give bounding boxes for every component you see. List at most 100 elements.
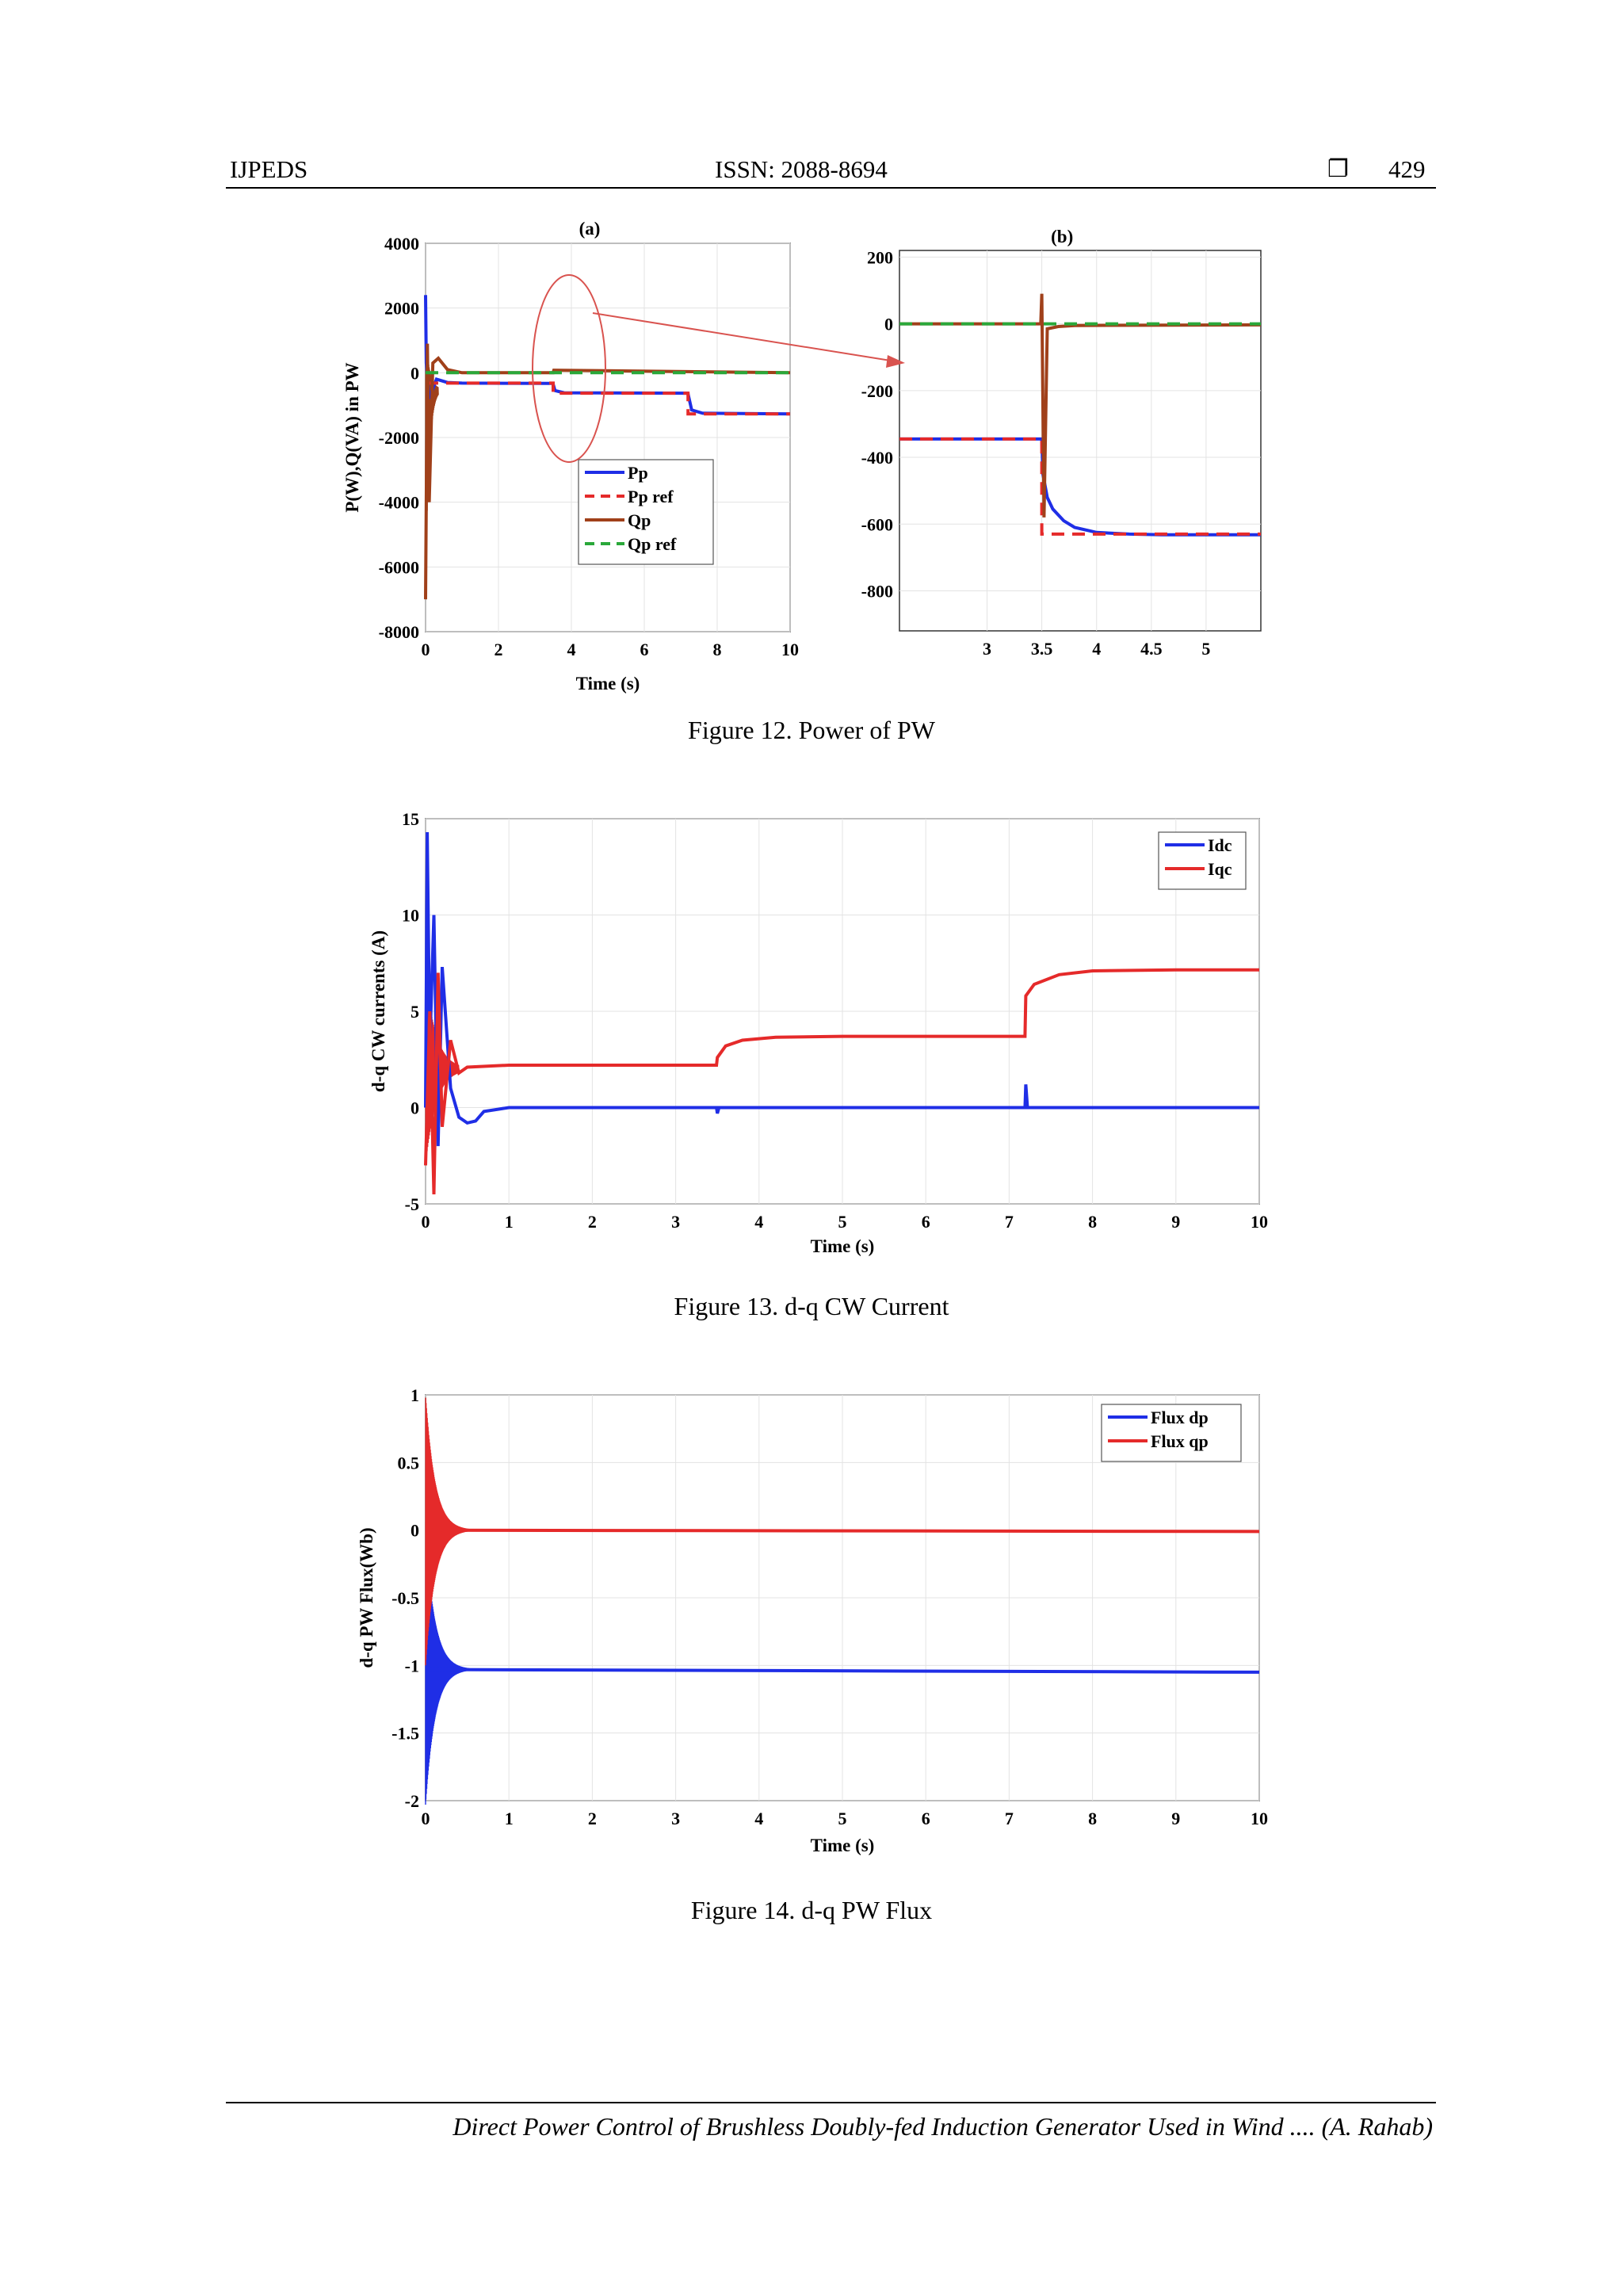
x-tick-label: 10 <box>1251 1212 1268 1232</box>
series-line-iqc <box>424 968 1259 1194</box>
legend-box <box>578 459 714 565</box>
legend: Idc Iqc <box>1158 831 1247 890</box>
figure-12a-chart: 0 2 4 6 8 10 4000 2000 0 -2000 -4000 -6000 -8000 (a) T… <box>342 219 799 693</box>
y-tick-label: -4000 <box>379 493 419 513</box>
y-tick-label: -2000 <box>379 428 419 448</box>
legend-label: Iqc <box>1208 859 1232 879</box>
x-tick-label: 6 <box>922 1212 930 1232</box>
legend-label: Flux dp <box>1151 1408 1209 1427</box>
legend-label: Flux qp <box>1151 1431 1209 1451</box>
chart-title: (a) <box>579 219 601 239</box>
x-tick-label: 5 <box>838 1212 847 1232</box>
x-tick-label: 8 <box>1088 1809 1097 1828</box>
y-tick-label: -5 <box>405 1194 419 1214</box>
legend: Pp Pp ref Qp Qp ref <box>578 459 714 565</box>
y-tick-label: 5 <box>411 1002 419 1022</box>
x-tick-label: 6 <box>640 640 649 659</box>
x-tick-label: 0 <box>422 640 430 659</box>
y-axis-label: d-q CW currents (A) <box>369 930 388 1092</box>
y-tick-label: 2000 <box>384 299 419 319</box>
x-tick-label: 6 <box>922 1809 930 1828</box>
x-tick-label: 3.5 <box>1031 639 1053 659</box>
legend-label: Idc <box>1208 835 1232 855</box>
running-footer: Direct Power Control of Brushless Doubly… <box>453 2112 1433 2141</box>
legend-label: Qp ref <box>628 534 677 554</box>
x-tick-label: 3 <box>671 1212 680 1232</box>
x-tick-label: 2 <box>495 640 503 659</box>
series-line-pp-ref <box>899 437 1261 536</box>
checkbox-glyph-icon: ❐ <box>1327 156 1349 182</box>
x-tick-label: 9 <box>1171 1809 1180 1828</box>
legend-label: Pp ref <box>628 487 674 506</box>
x-tick-label: 8 <box>713 640 722 659</box>
y-tick-label: 0 <box>884 315 893 334</box>
series-line-pp-ref <box>426 381 790 416</box>
y-tick-label: -0.5 <box>391 1588 419 1608</box>
x-tick-label: 3 <box>671 1809 680 1828</box>
x-axis-label: Time (s) <box>576 674 640 693</box>
x-tick-label: 4 <box>754 1809 763 1828</box>
figure-14-chart: 0 1 2 3 4 5 6 7 8 9 10 1 0.5 0 -0.5 -1 -1.5 -2 Time (s) d-q… <box>357 1385 1268 1855</box>
x-tick-label: 4 <box>754 1212 763 1232</box>
x-tick-label: 0 <box>422 1809 430 1828</box>
series-line-qp <box>899 293 1262 518</box>
x-tick-label: 5 <box>838 1809 847 1828</box>
zoom-ellipse <box>532 274 606 463</box>
figure-12b-chart: 3 3.5 4 4.5 5 200 0 -200 -400 -600 -800 (b) <box>861 227 1262 659</box>
y-tick-label: -1 <box>405 1656 419 1675</box>
x-tick-label: 1 <box>505 1809 514 1828</box>
x-tick-label: 4 <box>567 640 576 659</box>
y-tick-label: -8000 <box>379 622 419 642</box>
running-header-journal: IJPEDS <box>230 155 308 183</box>
zoom-arrow-head-icon <box>886 355 905 368</box>
y-tick-label: -6000 <box>379 557 419 577</box>
series-line-flux-qp <box>425 1528 1260 1534</box>
y-axis-label: P(W),Q(VA) in PW <box>342 362 362 512</box>
x-tick-label: 9 <box>1171 1212 1180 1232</box>
x-tick-label: 1 <box>505 1212 514 1232</box>
x-tick-label: 4.5 <box>1140 639 1163 659</box>
footer-rule <box>226 2102 1436 2103</box>
x-tick-label: 7 <box>1005 1809 1014 1828</box>
header-rule <box>226 187 1436 189</box>
zoom-arrow-line <box>592 312 896 362</box>
y-tick-label: -200 <box>861 381 893 401</box>
y-tick-label: 200 <box>867 247 893 267</box>
y-tick-label: 0 <box>411 1521 419 1541</box>
page-number: 429 <box>1388 155 1426 183</box>
y-tick-label: -400 <box>861 448 893 468</box>
y-tick-label: 15 <box>402 809 419 829</box>
x-tick-label: 10 <box>781 640 799 659</box>
figure-12-caption: Figure 12. Power of PW <box>688 716 935 744</box>
x-tick-label: 10 <box>1251 1809 1268 1828</box>
y-tick-label: 0.5 <box>398 1453 420 1473</box>
x-tick-label: 8 <box>1088 1212 1097 1232</box>
x-tick-label: 2 <box>588 1212 597 1232</box>
legend-box <box>1158 831 1247 890</box>
y-tick-label: 0 <box>411 363 419 383</box>
y-tick-label: -1.5 <box>391 1724 419 1744</box>
legend: Flux dp Flux qp <box>1101 1404 1242 1462</box>
chart-title: (b) <box>1051 227 1073 246</box>
x-tick-label: 0 <box>422 1212 430 1232</box>
y-tick-label: 10 <box>402 906 419 926</box>
legend-label: Pp <box>628 463 648 483</box>
x-tick-label: 3 <box>983 639 991 659</box>
x-axis-label: Time (s) <box>811 1836 875 1855</box>
series-line-idc <box>424 831 1259 1147</box>
y-tick-label: 4000 <box>384 234 419 254</box>
x-axis-label: Time (s) <box>811 1236 875 1256</box>
y-tick-label: 1 <box>411 1385 419 1405</box>
zoom-annotation <box>532 274 905 463</box>
running-header-issn: ISSN: 2088-8694 <box>715 155 888 183</box>
y-axis-label: d-q PW Flux(Wb) <box>357 1527 376 1668</box>
x-tick-label: 5 <box>1201 639 1210 659</box>
y-tick-label: -800 <box>861 581 893 601</box>
legend-label: Qp <box>628 510 651 530</box>
figure-13-caption: Figure 13. d-q CW Current <box>674 1292 949 1320</box>
y-tick-label: -600 <box>861 514 893 534</box>
series-line-flux-dp <box>425 1668 1260 1674</box>
x-tick-label: 7 <box>1005 1212 1014 1232</box>
x-tick-label: 4 <box>1092 639 1101 659</box>
